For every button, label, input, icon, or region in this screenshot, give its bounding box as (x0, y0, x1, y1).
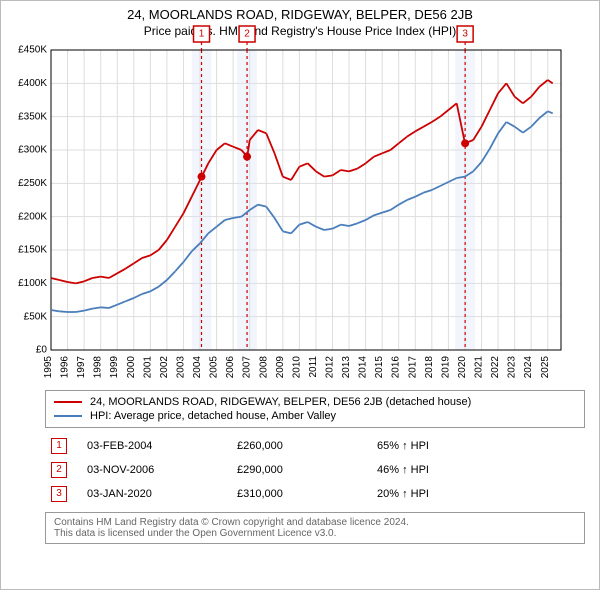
event-marker-icon: 1 (51, 438, 67, 454)
event-marker-cell: 2 (45, 458, 81, 482)
event-row: 2 03-NOV-2006£290,00046% ↑ HPI (45, 458, 585, 482)
legend-row: HPI: Average price, detached house, Ambe… (54, 409, 576, 423)
event-row: 1 03-FEB-2004£260,00065% ↑ HPI (45, 434, 585, 458)
svg-text:2019: 2019 (440, 356, 451, 379)
legend-label: 24, MOORLANDS ROAD, RIDGEWAY, BELPER, DE… (90, 396, 471, 408)
chart-title: 24, MOORLANDS ROAD, RIDGEWAY, BELPER, DE… (1, 1, 599, 22)
hpi-line (59, 311, 67, 312)
chart-area: £0 £50K £100K £150K £200K £250K £300K £350K £400… (7, 44, 567, 384)
svg-text:£350K: £350K (18, 111, 47, 122)
svg-text:2020: 2020 (457, 356, 468, 379)
events-box: 1 03-FEB-2004£260,00065% ↑ HPI 2 03-NOV-200… (45, 434, 585, 506)
event-marker-icon: 2 (51, 462, 67, 478)
svg-text:2000: 2000 (126, 356, 137, 379)
svg-text:2012: 2012 (324, 356, 335, 379)
svg-text:1995: 1995 (43, 356, 54, 379)
svg-text:2014: 2014 (358, 356, 369, 379)
svg-text:1: 1 (199, 29, 205, 40)
event-row: 3 03-JAN-2020£310,00020% ↑ HPI (45, 482, 585, 506)
event-dot (198, 173, 206, 181)
svg-text:2006: 2006 (225, 356, 236, 379)
svg-text:1996: 1996 (60, 356, 71, 379)
svg-text:2008: 2008 (258, 356, 269, 379)
svg-text:£300K: £300K (18, 145, 47, 156)
legend-box: 24, MOORLANDS ROAD, RIDGEWAY, BELPER, DE… (45, 390, 585, 428)
svg-text:2025: 2025 (540, 356, 551, 379)
svg-text:2015: 2015 (374, 356, 385, 379)
svg-text:£50K: £50K (24, 311, 48, 322)
svg-text:1999: 1999 (109, 356, 120, 379)
chart-container: 24, MOORLANDS ROAD, RIDGEWAY, BELPER, DE… (0, 0, 600, 590)
event-dot (461, 139, 469, 147)
svg-text:2001: 2001 (142, 356, 153, 379)
svg-text:2005: 2005 (209, 356, 220, 379)
event-delta: 65% ↑ HPI (371, 434, 585, 458)
svg-text:2004: 2004 (192, 356, 203, 379)
svg-text:1997: 1997 (76, 356, 87, 379)
svg-text:3: 3 (462, 29, 468, 40)
svg-text:£0: £0 (36, 345, 48, 356)
legend-swatch (54, 415, 82, 417)
event-dot (243, 153, 251, 161)
svg-text:2021: 2021 (474, 356, 485, 379)
event-price: £310,000 (231, 482, 371, 506)
event-delta: 46% ↑ HPI (371, 458, 585, 482)
svg-text:2022: 2022 (490, 356, 501, 379)
events-table: 1 03-FEB-2004£260,00065% ↑ HPI 2 03-NOV-200… (45, 434, 585, 506)
event-date: 03-NOV-2006 (81, 458, 231, 482)
svg-text:£250K: £250K (18, 178, 47, 189)
event-date: 03-FEB-2004 (81, 434, 231, 458)
svg-text:£200K: £200K (18, 211, 47, 222)
svg-text:2017: 2017 (407, 356, 418, 379)
footer-box: Contains HM Land Registry data © Crown c… (45, 512, 585, 544)
svg-text:£150K: £150K (18, 245, 47, 256)
hpi-line (101, 307, 109, 308)
svg-text:2023: 2023 (507, 356, 518, 379)
event-delta: 20% ↑ HPI (371, 482, 585, 506)
event-marker-icon: 3 (51, 486, 67, 502)
svg-text:2007: 2007 (242, 356, 253, 379)
svg-text:2024: 2024 (523, 356, 534, 379)
chart-svg: £0 £50K £100K £150K £200K £250K £300K £350K £400… (7, 44, 567, 384)
footer-line-2: This data is licensed under the Open Gov… (54, 528, 576, 539)
svg-text:2013: 2013 (341, 356, 352, 379)
event-price: £290,000 (231, 458, 371, 482)
svg-text:2: 2 (244, 29, 250, 40)
event-price: £260,000 (231, 434, 371, 458)
legend-label: HPI: Average price, detached house, Ambe… (90, 410, 336, 422)
svg-text:1998: 1998 (93, 356, 104, 379)
event-marker-cell: 3 (45, 482, 81, 506)
chart-subtitle: Price paid vs. HM Land Registry's House … (1, 22, 599, 44)
svg-text:2003: 2003 (175, 356, 186, 379)
svg-text:£400K: £400K (18, 78, 47, 89)
svg-text:2010: 2010 (291, 356, 302, 379)
event-date: 03-JAN-2020 (81, 482, 231, 506)
legend-swatch (54, 401, 82, 403)
svg-text:2016: 2016 (391, 356, 402, 379)
legend-row: 24, MOORLANDS ROAD, RIDGEWAY, BELPER, DE… (54, 395, 576, 409)
svg-text:2011: 2011 (308, 356, 319, 378)
svg-text:2018: 2018 (424, 356, 435, 379)
svg-text:2009: 2009 (275, 356, 286, 379)
footer-line-1: Contains HM Land Registry data © Crown c… (54, 517, 576, 528)
svg-text:£100K: £100K (18, 278, 47, 289)
svg-text:2002: 2002 (159, 356, 170, 379)
svg-text:£450K: £450K (18, 45, 47, 56)
event-marker-cell: 1 (45, 434, 81, 458)
